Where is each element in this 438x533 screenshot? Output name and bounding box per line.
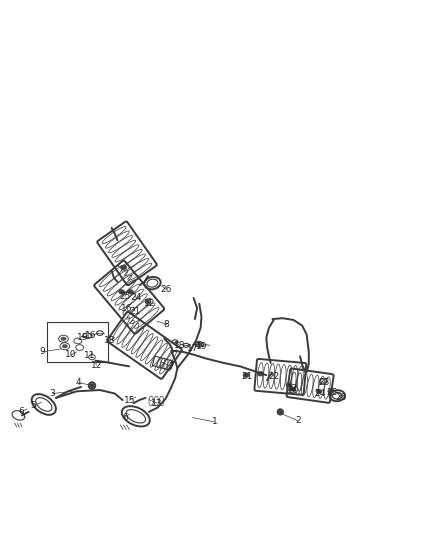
Text: 3: 3 [49,389,56,398]
Ellipse shape [119,289,125,294]
Text: 24: 24 [314,389,325,398]
Text: 12: 12 [91,360,102,369]
Text: 16: 16 [85,331,97,340]
Ellipse shape [198,343,201,345]
Text: 12: 12 [287,384,298,393]
Text: 25: 25 [326,388,338,397]
Text: 7: 7 [168,362,174,371]
Ellipse shape [243,373,249,377]
Text: 22: 22 [268,373,280,382]
Text: 9: 9 [39,348,45,357]
Ellipse shape [147,300,149,303]
Text: 6: 6 [122,413,128,422]
Ellipse shape [290,387,295,391]
Text: 19: 19 [77,333,88,342]
Text: 18: 18 [174,341,185,350]
Text: 10: 10 [65,351,77,359]
Text: 21: 21 [129,306,141,316]
Text: 8: 8 [163,320,170,329]
Ellipse shape [127,289,134,294]
Ellipse shape [328,389,333,393]
Text: 1: 1 [212,417,218,426]
Ellipse shape [316,389,321,393]
Ellipse shape [120,265,127,270]
Text: 4: 4 [76,378,81,387]
Text: 24: 24 [130,293,141,302]
Ellipse shape [62,344,67,348]
Ellipse shape [279,410,282,414]
Ellipse shape [61,337,66,341]
Text: 16: 16 [121,304,133,313]
Text: 5: 5 [30,401,36,410]
Text: 2: 2 [295,416,300,425]
Ellipse shape [258,372,264,376]
Text: 12: 12 [144,299,155,308]
Text: 26: 26 [160,285,171,294]
Ellipse shape [90,384,94,387]
Text: 6: 6 [18,407,24,416]
Text: 25: 25 [119,292,131,301]
Text: 13: 13 [151,399,162,408]
Text: 18: 18 [104,336,115,344]
Text: 26: 26 [335,392,346,401]
Text: 20: 20 [287,385,298,394]
Text: 11: 11 [84,351,95,360]
Text: 21: 21 [242,373,253,382]
Text: 15: 15 [124,395,135,405]
Text: 19: 19 [196,342,207,351]
Text: 23: 23 [318,378,330,387]
Text: 17: 17 [187,344,198,353]
Ellipse shape [286,383,292,387]
